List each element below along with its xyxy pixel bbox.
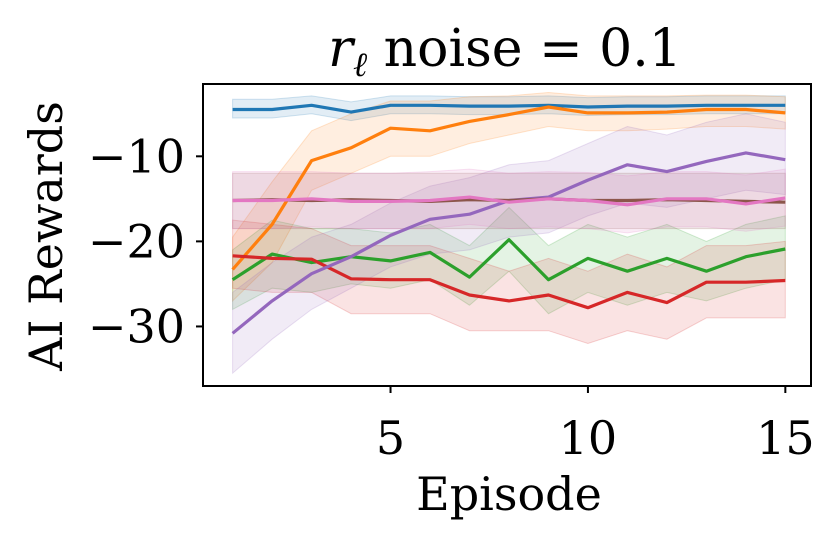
title-rest: noise = 0.1	[367, 19, 682, 79]
line-blue	[232, 103, 786, 114]
plot-frame	[202, 83, 812, 387]
y-tick-label: −10	[88, 129, 185, 183]
x-tick-label: 10	[559, 411, 618, 465]
x-axis-ticks: 5 10 15	[376, 386, 815, 465]
x-tick-label: 5	[376, 411, 405, 465]
line-pink	[232, 195, 786, 207]
y-axis-label: AI Rewards	[19, 101, 73, 372]
confidence-bands	[232, 91, 786, 375]
band-red	[232, 219, 786, 345]
band-orange	[232, 91, 786, 303]
y-axis-ticks: −10 −20 −30	[88, 129, 203, 353]
y-tick-label: −30	[88, 299, 185, 353]
series-lines	[231, 103, 786, 335]
band-blue	[232, 95, 786, 122]
x-tick-label: 15	[756, 411, 815, 465]
band-purple	[232, 113, 786, 375]
line-orange	[231, 105, 786, 271]
title-subscript: ℓ	[353, 45, 367, 85]
x-axis-label: Episode	[416, 467, 602, 521]
chart-title: rℓ noise = 0.1	[328, 19, 682, 85]
title-symbol: r	[328, 19, 356, 79]
line-red	[232, 254, 786, 310]
band-green	[232, 206, 786, 315]
line-green	[231, 238, 786, 282]
y-tick-label: −20	[88, 214, 185, 268]
